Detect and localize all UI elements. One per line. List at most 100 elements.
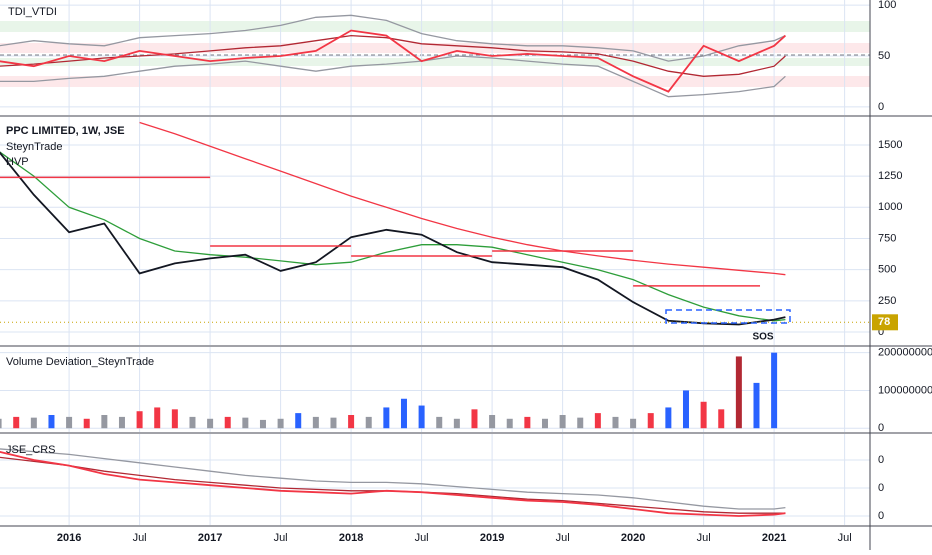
y-tick-label: 0 bbox=[878, 422, 884, 434]
series-line bbox=[0, 151, 786, 326]
bar bbox=[66, 416, 73, 429]
bar bbox=[242, 417, 249, 429]
panel-title: JSE_CRS bbox=[6, 444, 56, 456]
y-tick-label: 0 bbox=[878, 482, 884, 494]
panel bbox=[0, 347, 870, 432]
bar bbox=[136, 411, 143, 429]
bar bbox=[312, 416, 319, 429]
bar bbox=[541, 418, 548, 429]
panel bbox=[0, 117, 870, 345]
y-tick-label: 100 bbox=[878, 0, 896, 11]
bar bbox=[436, 416, 443, 429]
zone-mid-low bbox=[0, 58, 870, 66]
series-line bbox=[0, 448, 786, 510]
y-tick-label: 0 bbox=[878, 510, 884, 522]
series-line bbox=[0, 451, 786, 517]
bar bbox=[101, 415, 108, 429]
series-line bbox=[139, 121, 786, 276]
panel bbox=[0, 0, 870, 115]
y-tick-label: 200000000 bbox=[878, 347, 932, 359]
x-tick-label: Jul bbox=[133, 532, 147, 544]
bar bbox=[400, 398, 407, 429]
bar bbox=[577, 417, 584, 429]
bar bbox=[489, 415, 496, 429]
bar bbox=[524, 416, 531, 429]
series-line bbox=[0, 55, 786, 98]
panel-label: HVP bbox=[6, 156, 29, 168]
bar bbox=[259, 419, 266, 429]
bar bbox=[665, 407, 672, 429]
y-tick-label: 50 bbox=[878, 50, 890, 62]
bar bbox=[207, 418, 214, 429]
annotation: SOS bbox=[752, 332, 773, 343]
bar bbox=[13, 416, 20, 429]
bar bbox=[506, 418, 513, 429]
bar bbox=[118, 416, 125, 429]
bar bbox=[154, 407, 161, 429]
bar bbox=[630, 418, 637, 429]
y-tick-label: 0 bbox=[878, 326, 884, 338]
series-line bbox=[0, 14, 786, 62]
bar bbox=[0, 418, 2, 429]
panels bbox=[0, 0, 870, 525]
y-tick-label: 500 bbox=[878, 264, 896, 276]
y-tick-label: 0 bbox=[878, 101, 884, 113]
series-line bbox=[0, 456, 786, 514]
bar bbox=[277, 418, 284, 429]
y-tick-label: 0 bbox=[878, 454, 884, 466]
series-line bbox=[0, 34, 786, 77]
x-tick-label: Jul bbox=[274, 532, 288, 544]
bar bbox=[612, 416, 619, 429]
zone-mid-high bbox=[0, 43, 870, 53]
bar bbox=[771, 352, 778, 429]
last-price-box bbox=[872, 314, 898, 331]
panel-subtitle: SteynTrade bbox=[6, 141, 62, 153]
x-tick-label: Jul bbox=[556, 532, 570, 544]
bar bbox=[383, 407, 390, 429]
bar bbox=[453, 418, 460, 429]
x-tick-label: Jul bbox=[415, 532, 429, 544]
y-tick-label: 250 bbox=[878, 295, 896, 307]
bar bbox=[189, 416, 196, 429]
bar bbox=[30, 417, 37, 429]
bar bbox=[171, 409, 178, 429]
bar bbox=[471, 409, 478, 429]
panel-title: PPC LIMITED, 1W, JSE bbox=[6, 125, 125, 137]
bar bbox=[735, 356, 742, 429]
x-tick-label: 2016 bbox=[57, 532, 81, 544]
bar bbox=[348, 415, 355, 429]
panel-title: TDI_VTDI bbox=[8, 6, 57, 18]
bar bbox=[83, 418, 90, 429]
x-tick-label: 2019 bbox=[480, 532, 504, 544]
series-line bbox=[0, 29, 787, 93]
y-tick-label: 1000 bbox=[878, 201, 902, 213]
bar bbox=[418, 405, 425, 429]
bar bbox=[682, 390, 689, 429]
y-tick-label: 750 bbox=[878, 232, 896, 244]
last-price-label: 78 bbox=[878, 316, 890, 328]
bar bbox=[594, 413, 601, 429]
y-tick-label: 100000000 bbox=[878, 384, 932, 396]
y-tick-label: 1500 bbox=[878, 139, 902, 151]
x-tick-label: 2020 bbox=[621, 532, 645, 544]
zone-low bbox=[0, 76, 870, 87]
x-tick-label: 2021 bbox=[762, 532, 786, 544]
bar bbox=[753, 382, 760, 429]
bar bbox=[330, 417, 337, 429]
panel bbox=[0, 434, 870, 525]
x-tick-label: 2018 bbox=[339, 532, 363, 544]
x-tick-label: 2017 bbox=[198, 532, 222, 544]
bar bbox=[224, 416, 231, 429]
bar bbox=[365, 416, 372, 429]
series-line bbox=[0, 151, 786, 322]
zone-high bbox=[0, 21, 870, 32]
bar bbox=[700, 401, 707, 429]
bar bbox=[48, 415, 55, 429]
panel-title: Volume Deviation_SteynTrade bbox=[6, 356, 154, 368]
x-tick-label: Jul bbox=[697, 532, 711, 544]
bar bbox=[647, 413, 654, 429]
y-tick-label: 1250 bbox=[878, 170, 902, 182]
bar bbox=[295, 413, 302, 429]
bar bbox=[718, 409, 725, 429]
